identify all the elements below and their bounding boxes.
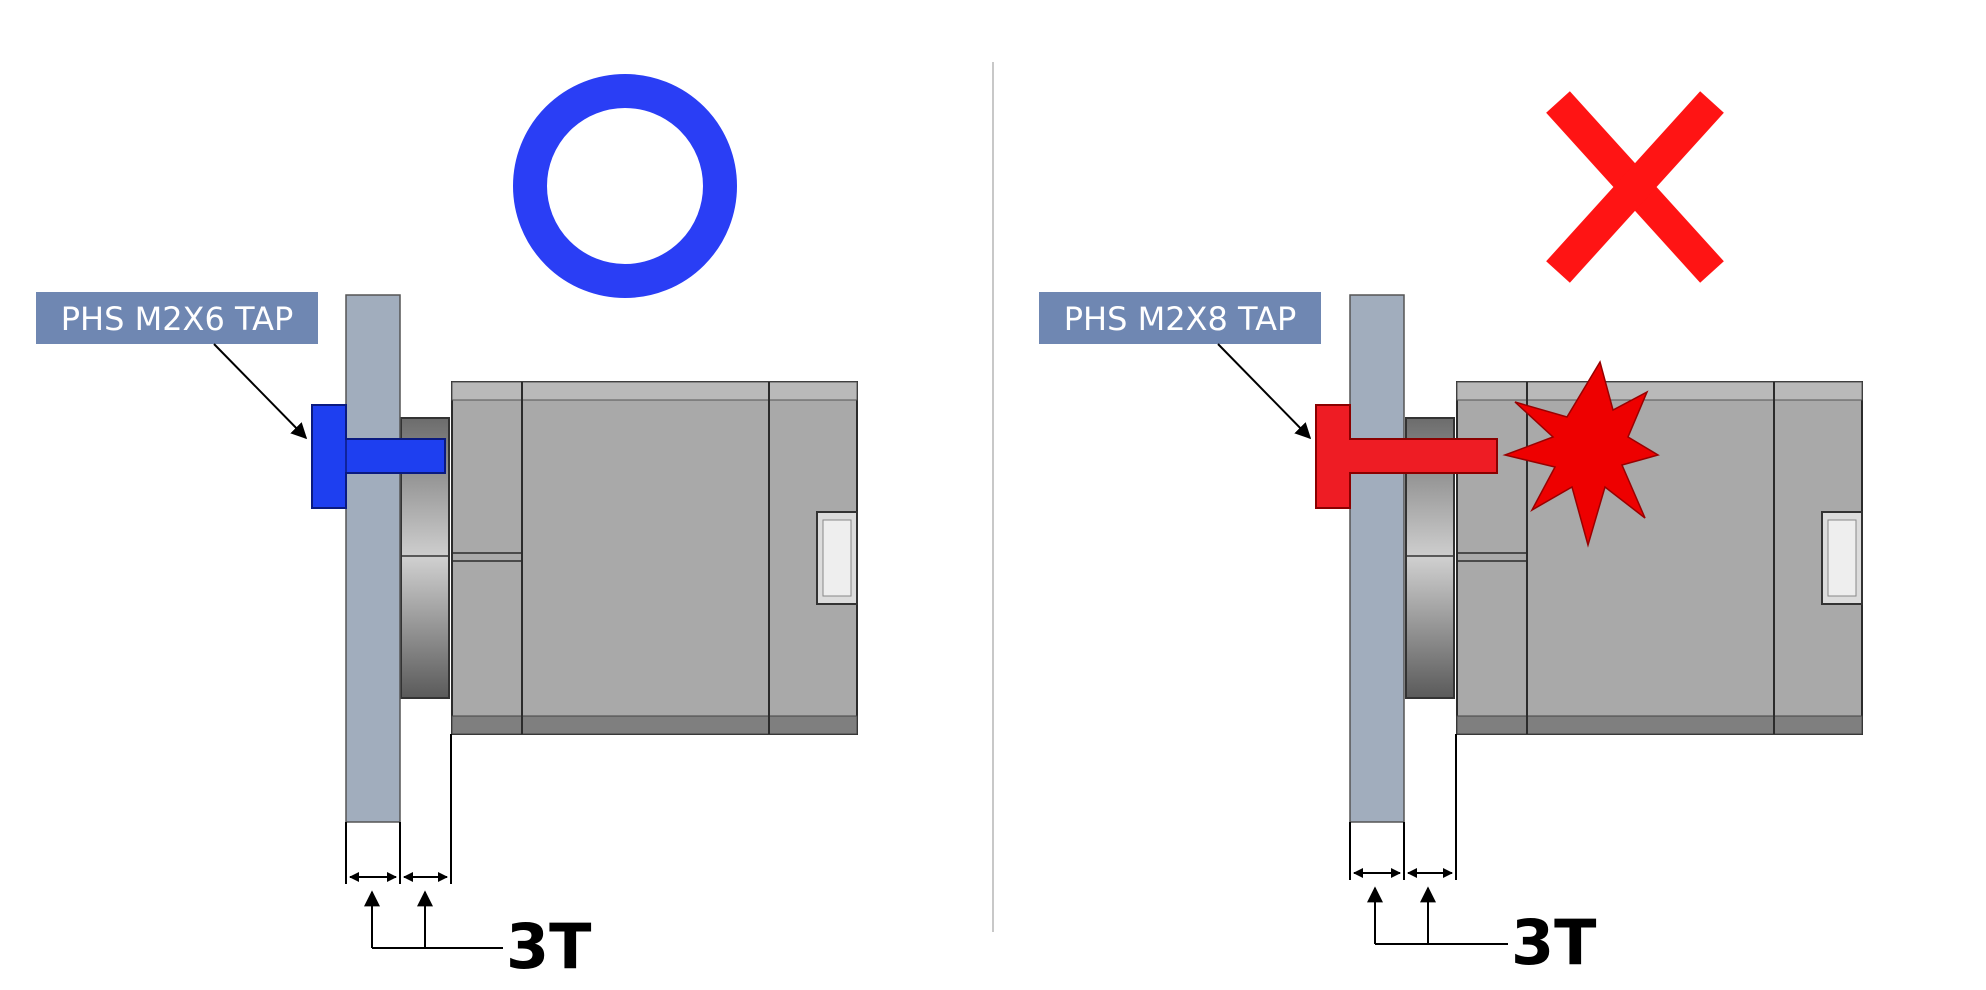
screw-label: PHS M2X8 TAP <box>1064 300 1297 338</box>
thickness-label: 3T <box>1511 906 1596 979</box>
screw-label-box <box>36 292 318 344</box>
label-leader-arrow <box>1217 343 1312 440</box>
thickness-label: 3T <box>506 910 591 983</box>
panel-bad: PHS M2X8 TAP 3T <box>1039 91 1863 979</box>
thickness-dimension <box>1349 734 1508 945</box>
panel-good: PHS M2X6 TAP 3T <box>36 74 858 983</box>
screw-m2x8 <box>1315 404 1498 509</box>
servo-motor <box>1405 381 1863 735</box>
screw-label-box <box>1039 292 1321 344</box>
burst-icon <box>1502 360 1660 548</box>
screw-label: PHS M2X6 TAP <box>61 300 294 338</box>
motor-body <box>1456 381 1863 735</box>
cross-ng-icon <box>1546 91 1724 283</box>
circle-ok-icon <box>513 74 737 298</box>
motor-body <box>451 381 858 735</box>
mounting-plate <box>345 294 401 823</box>
label-leader-arrow <box>213 343 308 440</box>
servo-motor <box>400 381 858 735</box>
thickness-dimension <box>345 734 503 949</box>
mounting-plate <box>1349 294 1405 823</box>
